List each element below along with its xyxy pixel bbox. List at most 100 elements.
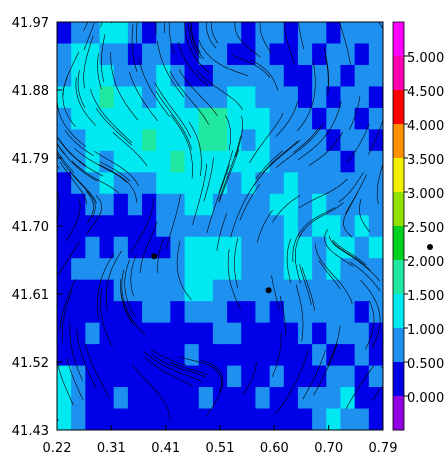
heatmap-cell [156, 236, 171, 259]
streamline [101, 34, 106, 83]
heatmap-cell [297, 107, 313, 130]
heatmap-cell [241, 43, 257, 66]
colorbar-segment [393, 192, 404, 227]
heatmap-cell [255, 322, 271, 345]
heatmap-cell [283, 150, 299, 173]
heatmap-cell [127, 344, 143, 367]
streamline [57, 102, 86, 147]
heatmap-cell [241, 193, 257, 216]
heatmap-cell [113, 215, 129, 238]
heatmap-cell [184, 344, 200, 367]
heatmap-cell [170, 150, 186, 173]
heatmap-cell [269, 193, 285, 216]
heatmap-cell [156, 387, 171, 410]
streamline [154, 82, 192, 139]
heatmap-cell [127, 236, 143, 259]
heatmap-cell [142, 387, 157, 410]
heatmap-cell [227, 193, 242, 216]
heatmap-cell [127, 258, 143, 281]
heatmap-cell [212, 193, 228, 216]
heatmap-cell [71, 43, 86, 66]
heatmap-cell [255, 236, 271, 259]
streamline [121, 269, 146, 336]
streamline [190, 26, 205, 59]
heatmap-cell [57, 86, 72, 109]
y-axis-ticks: 41.97 41.88 41.79 41.70 41.61 41.52 41.43 [12, 16, 62, 439]
x-tick-label: 0.51 [206, 441, 235, 456]
heatmap-cell [170, 64, 186, 88]
heatmap-cell [170, 387, 186, 410]
streamline [179, 356, 222, 392]
heatmap-cell [326, 387, 342, 410]
heatmap-cell [156, 64, 171, 88]
colorbar-segment [393, 22, 404, 57]
heatmap-cell [312, 22, 327, 45]
streamline [61, 289, 73, 343]
streamline [177, 41, 209, 87]
heatmap-cell [71, 172, 86, 195]
heatmap-cell [255, 258, 271, 281]
heatmap-cell [269, 322, 285, 345]
colorbar-segment [393, 158, 404, 193]
streamline [77, 70, 86, 109]
legend-dot [427, 244, 433, 250]
heatmap-cell [283, 301, 299, 324]
heatmap-cell [212, 107, 228, 130]
heatmap-cell [255, 301, 271, 324]
heatmap-cell [127, 129, 143, 152]
heatmap-cell [227, 279, 242, 302]
heatmap-cell [127, 387, 143, 410]
streamline [346, 123, 370, 163]
heatmap-cell [198, 322, 214, 345]
heatmap-cell [127, 193, 143, 216]
heatmap-cell [283, 408, 299, 430]
colorbar-label: 5.000 [407, 51, 444, 66]
streamline [71, 160, 119, 194]
heatmap-cell [255, 365, 271, 388]
heatmap-cell [241, 387, 257, 410]
heatmap-cell [184, 301, 200, 324]
streamline [349, 261, 381, 291]
colorbar-label: 4.500 [407, 85, 444, 100]
y-tick-label: 41.70 [12, 220, 49, 235]
heatmap-cell [297, 86, 313, 109]
heatmap-cell [297, 408, 313, 430]
heatmap-cell [57, 22, 72, 45]
streamline [286, 238, 292, 283]
streamline [368, 118, 383, 155]
streamline [111, 22, 113, 24]
heatmap-cell [354, 365, 370, 388]
streamline [94, 151, 139, 187]
heatmap-cell [113, 22, 129, 45]
heatmap-cell [227, 387, 242, 410]
station-markers [151, 253, 272, 294]
heatmap-cell [354, 86, 370, 109]
heatmap-cell [297, 322, 313, 345]
heatmap-cell [85, 22, 101, 45]
streamline [184, 22, 211, 74]
heatmap-cell [297, 150, 313, 173]
heatmap-cell [368, 408, 383, 430]
heatmap-cell [170, 365, 186, 388]
heatmap-cell [269, 22, 285, 45]
heatmap-cell [241, 150, 257, 173]
heatmap-cell [184, 172, 200, 195]
streamline [178, 69, 218, 116]
streamline [271, 275, 280, 311]
heatmap-cell [142, 322, 157, 345]
streamline [110, 52, 139, 121]
heatmap-cell [241, 172, 257, 195]
heatmap-cell [227, 22, 242, 45]
heatmap-cell [312, 193, 327, 216]
heatmap-cell [354, 301, 370, 324]
heatmap-cell [241, 301, 257, 324]
heatmap-cell [57, 387, 72, 410]
heatmap-cell [99, 64, 115, 88]
heatmap-cell [354, 322, 370, 345]
heatmap-cell [269, 86, 285, 109]
streamline [235, 115, 243, 157]
colorbar-segment [393, 328, 404, 363]
heatmap-cell [71, 22, 86, 45]
y-tick-label: 41.79 [12, 152, 49, 167]
heatmap-cell [269, 258, 285, 281]
